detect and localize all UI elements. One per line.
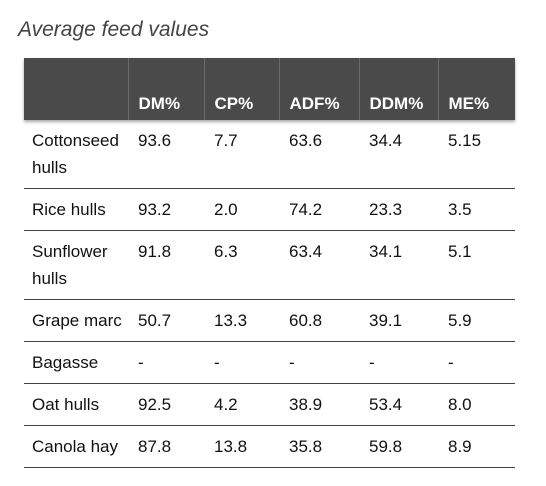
feed-name-cell: Oat hulls: [24, 383, 128, 426]
adf-cell: -: [279, 341, 359, 384]
cp-cell: 13.3: [204, 299, 279, 342]
adf-cell: 63.6: [279, 120, 359, 189]
cp-cell: 6.3: [204, 230, 279, 300]
adf-cell: 38.9: [279, 383, 359, 426]
table-row: Canola hay 87.8 13.8 35.8 59.8 8.9: [24, 425, 515, 468]
ddm-cell: 23.3: [359, 188, 438, 231]
header-cell-ddm: DDM%: [358, 58, 438, 120]
feed-name-cell: Cottonseed hulls: [24, 120, 128, 189]
dm-cell: 92.5: [128, 383, 204, 426]
adf-cell: 60.8: [279, 299, 359, 342]
table-row: Rice hulls 93.2 2.0 74.2 23.3 3.5: [24, 188, 515, 231]
me-cell: -: [438, 341, 515, 384]
dm-cell: 93.2: [128, 188, 204, 231]
feed-values-table: DM% CP% ADF% DDM% ME% Cottonseed hulls 9…: [24, 58, 515, 468]
feed-name-cell: Rice hulls: [24, 188, 128, 231]
me-cell: 5.9: [438, 299, 515, 342]
table-row: Oat hulls 92.5 4.2 38.9 53.4 8.0: [24, 383, 515, 426]
ddm-cell: 59.8: [359, 425, 438, 468]
feed-values-table-container: DM% CP% ADF% DDM% ME% Cottonseed hulls 9…: [24, 58, 515, 468]
me-cell: 5.15: [438, 120, 515, 189]
dm-cell: -: [128, 341, 204, 384]
adf-cell: 63.4: [279, 230, 359, 300]
dm-cell: 50.7: [128, 299, 204, 342]
dm-cell: 91.8: [128, 230, 204, 300]
table-row: Bagasse - - - - -: [24, 341, 515, 384]
me-cell: 8.9: [438, 425, 515, 468]
ddm-cell: 34.4: [359, 120, 438, 189]
cp-cell: 13.8: [204, 425, 279, 468]
me-cell: 3.5: [438, 188, 515, 231]
feed-name-cell: Bagasse: [24, 341, 128, 384]
ddm-cell: 34.1: [359, 230, 438, 300]
cp-cell: -: [204, 341, 279, 384]
feed-name-cell: Grape marc: [24, 299, 128, 342]
cp-cell: 4.2: [204, 383, 279, 426]
header-cell-me: ME%: [437, 58, 515, 120]
table-header-row: DM% CP% ADF% DDM% ME%: [24, 58, 515, 120]
ddm-cell: -: [359, 341, 438, 384]
feed-name-cell: Sunflower hulls: [24, 230, 128, 300]
me-cell: 8.0: [438, 383, 515, 426]
header-cell-feed: [24, 58, 128, 120]
table-row: Cottonseed hulls 93.6 7.7 63.6 34.4 5.15: [24, 120, 515, 189]
cp-cell: 2.0: [204, 188, 279, 231]
adf-cell: 35.8: [279, 425, 359, 468]
adf-cell: 74.2: [279, 188, 359, 231]
table-title: Average feed values: [18, 18, 210, 41]
ddm-cell: 53.4: [359, 383, 438, 426]
table-row: Grape marc 50.7 13.3 60.8 39.1 5.9: [24, 299, 515, 342]
header-cell-dm: DM%: [127, 58, 204, 120]
cp-cell: 7.7: [204, 120, 279, 189]
table-row: Sunflower hulls 91.8 6.3 63.4 34.1 5.1: [24, 230, 515, 300]
ddm-cell: 39.1: [359, 299, 438, 342]
me-cell: 5.1: [438, 230, 515, 300]
dm-cell: 93.6: [128, 120, 204, 189]
dm-cell: 87.8: [128, 425, 204, 468]
header-cell-cp: CP%: [203, 58, 279, 120]
header-cell-adf: ADF%: [278, 58, 359, 120]
feed-name-cell: Canola hay: [24, 425, 128, 468]
